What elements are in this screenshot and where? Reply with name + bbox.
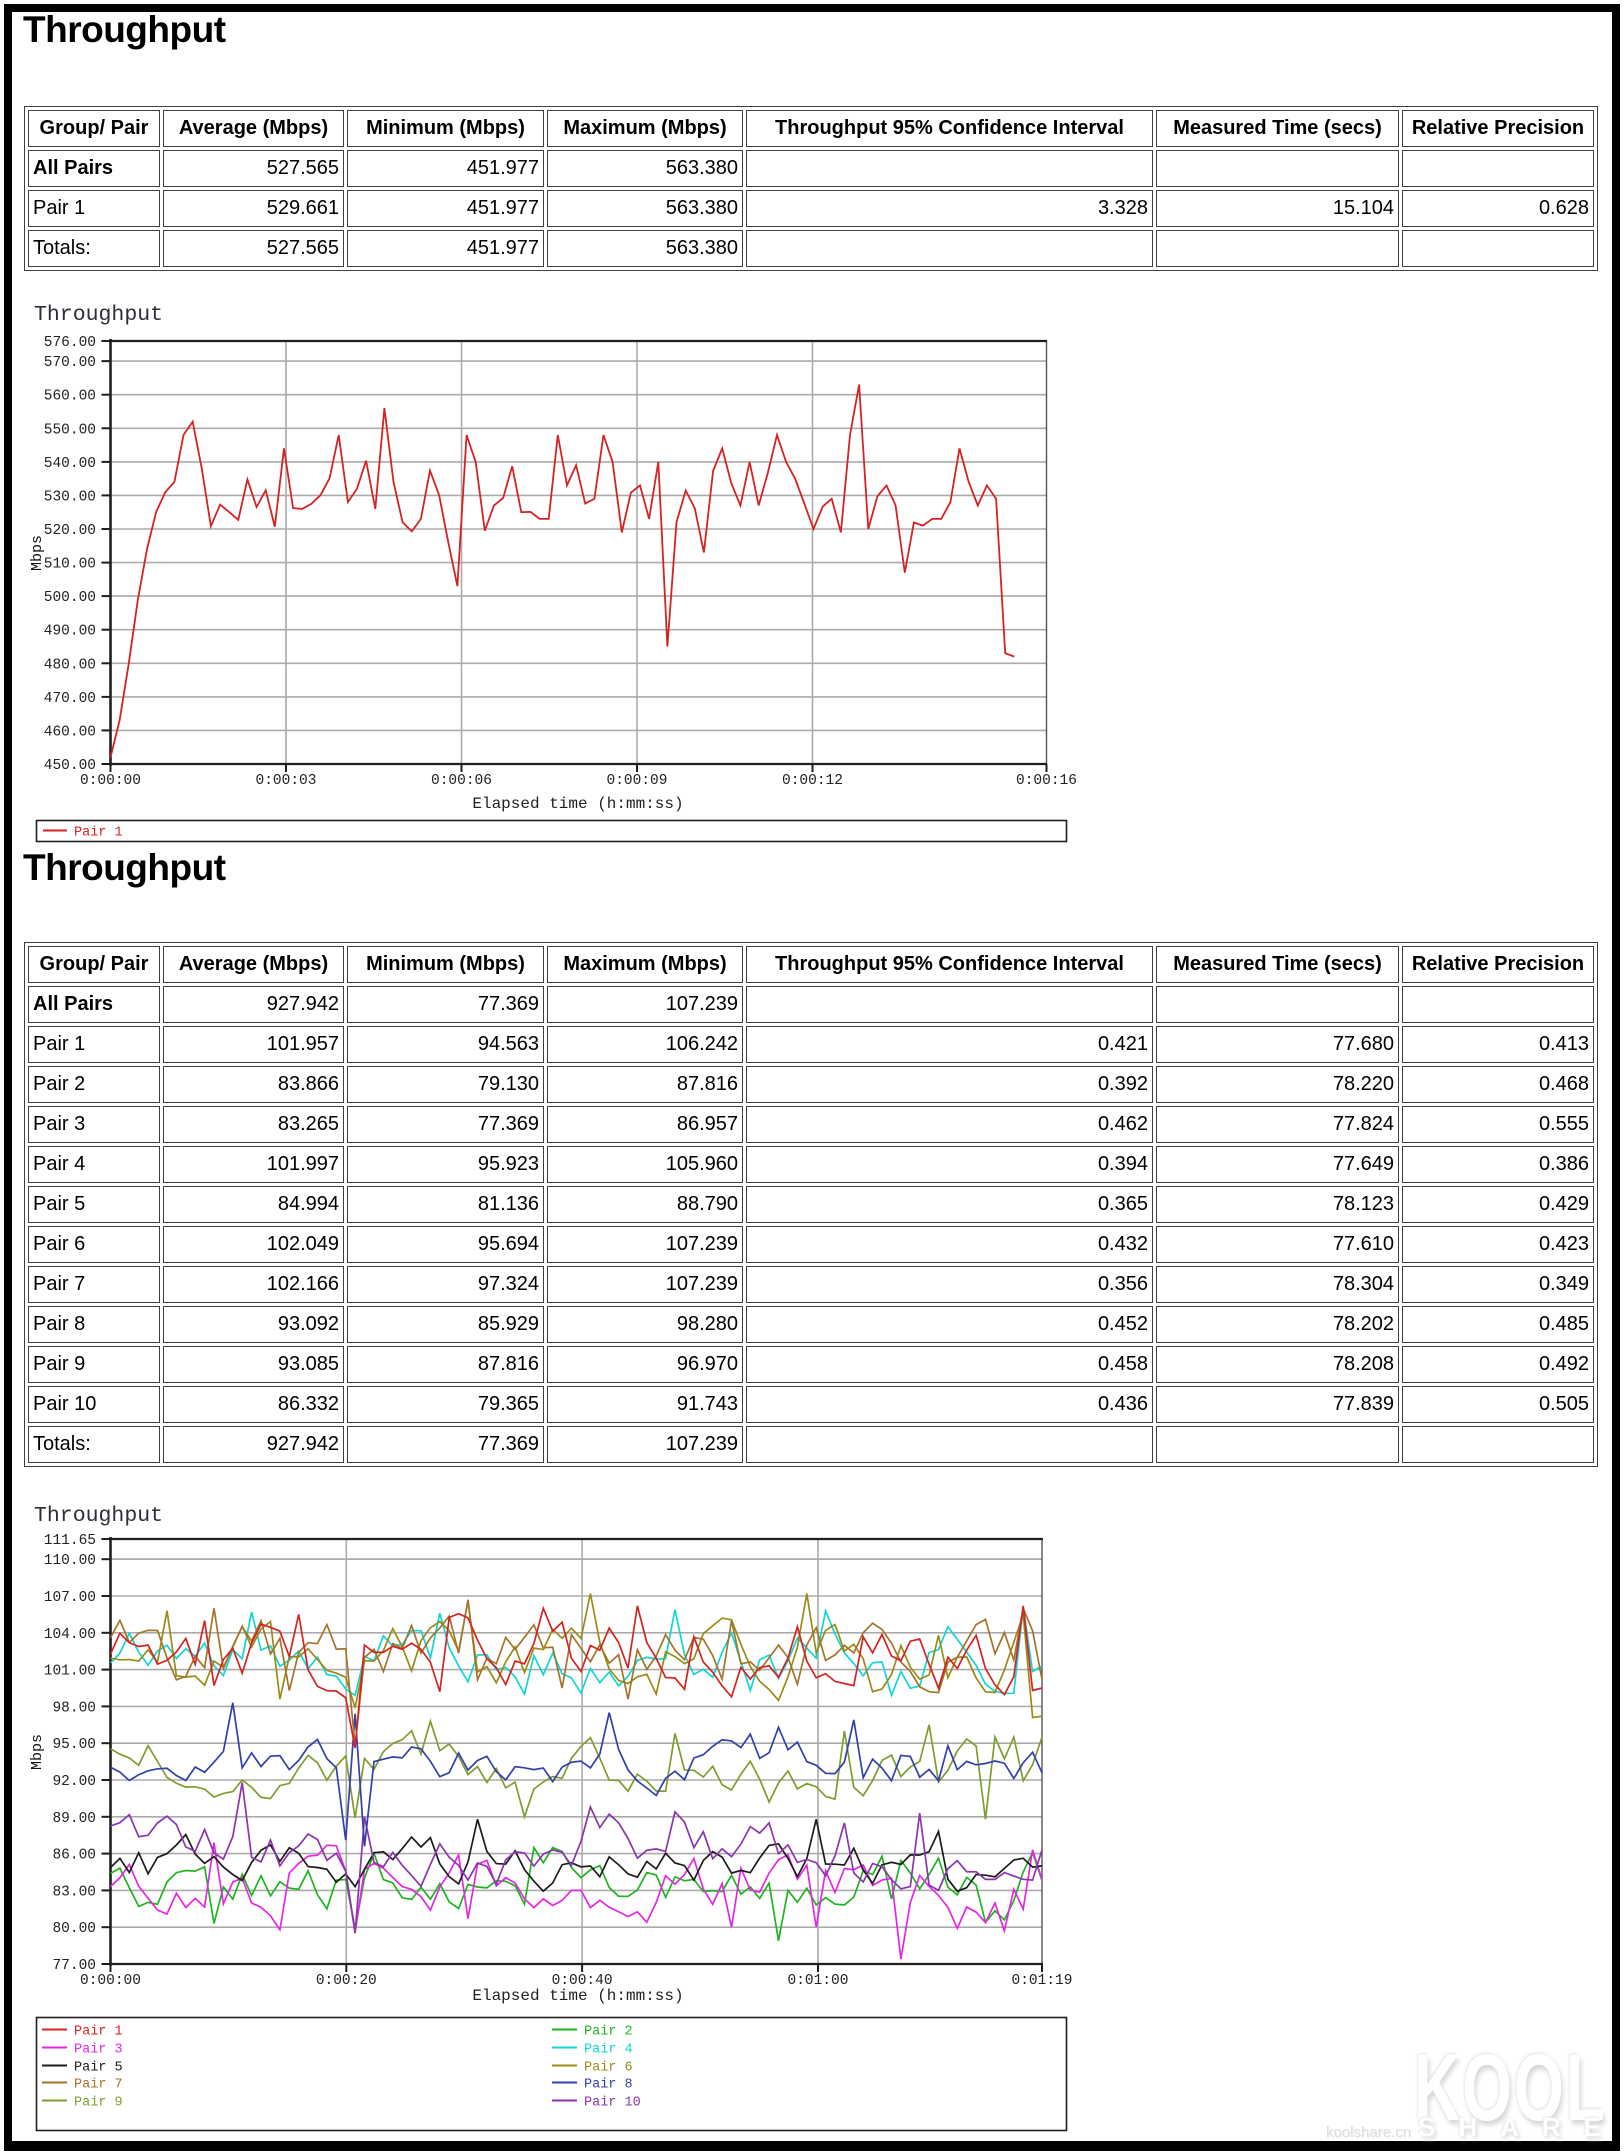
svg-text:89.00: 89.00 [52, 1811, 96, 1827]
svg-text:0:00:00: 0:00:00 [80, 1973, 141, 1989]
svg-text:Pair 1: Pair 1 [74, 826, 123, 841]
svg-text:Pair 10: Pair 10 [584, 2096, 641, 2111]
svg-text:Pair 6: Pair 6 [584, 2061, 633, 2076]
svg-text:Pair 5: Pair 5 [74, 2061, 123, 2076]
svg-text:Throughput: Throughput [34, 1504, 163, 1528]
svg-text:Pair 8: Pair 8 [584, 2078, 633, 2093]
svg-text:0:00:06: 0:00:06 [431, 773, 492, 789]
svg-text:Throughput: Throughput [34, 303, 163, 327]
svg-text:0:00:40: 0:00:40 [552, 1973, 613, 1989]
svg-text:Pair 4: Pair 4 [584, 2043, 633, 2058]
svg-text:0:00:12: 0:00:12 [782, 773, 843, 789]
svg-text:Pair 7: Pair 7 [74, 2078, 123, 2093]
svg-text:Pair 2: Pair 2 [584, 2025, 633, 2040]
svg-text:Pair 1: Pair 1 [74, 2025, 123, 2040]
svg-text:0:00:20: 0:00:20 [316, 1973, 377, 1989]
svg-text:520.00: 520.00 [44, 523, 96, 539]
svg-text:80.00: 80.00 [52, 1921, 96, 1937]
svg-text:Pair 9: Pair 9 [74, 2096, 123, 2111]
svg-text:95.00: 95.00 [52, 1737, 96, 1753]
svg-text:0:01:00: 0:01:00 [788, 1973, 849, 1989]
svg-text:101.00: 101.00 [44, 1664, 96, 1680]
svg-text:450.00: 450.00 [44, 758, 96, 774]
svg-text:111.65: 111.65 [44, 1533, 96, 1549]
svg-text:Elapsed time (h:mm:ss): Elapsed time (h:mm:ss) [472, 795, 683, 813]
svg-text:Elapsed time (h:mm:ss): Elapsed time (h:mm:ss) [472, 1987, 683, 2005]
svg-text:530.00: 530.00 [44, 489, 96, 505]
svg-text:98.00: 98.00 [52, 1700, 96, 1716]
svg-text:Pair 3: Pair 3 [74, 2043, 123, 2058]
svg-text:83.00: 83.00 [52, 1884, 96, 1900]
svg-text:110.00: 110.00 [44, 1553, 96, 1569]
svg-text:500.00: 500.00 [44, 590, 96, 606]
svg-text:510.00: 510.00 [44, 557, 96, 573]
svg-text:Mbps: Mbps [29, 535, 46, 571]
svg-text:460.00: 460.00 [44, 724, 96, 740]
svg-text:0:00:03: 0:00:03 [256, 773, 317, 789]
svg-text:490.00: 490.00 [44, 624, 96, 640]
svg-text:550.00: 550.00 [44, 422, 96, 438]
svg-text:570.00: 570.00 [44, 355, 96, 371]
svg-text:0:00:09: 0:00:09 [607, 773, 668, 789]
svg-text:107.00: 107.00 [44, 1590, 96, 1606]
svg-text:480.00: 480.00 [44, 657, 96, 673]
svg-text:86.00: 86.00 [52, 1848, 96, 1864]
svg-text:92.00: 92.00 [52, 1774, 96, 1790]
svg-text:Mbps: Mbps [29, 1734, 46, 1770]
svg-text:0:00:16: 0:00:16 [1016, 773, 1077, 789]
svg-text:576.00: 576.00 [44, 335, 96, 351]
svg-text:0:00:00: 0:00:00 [80, 773, 141, 789]
svg-text:470.00: 470.00 [44, 691, 96, 707]
svg-text:104.00: 104.00 [44, 1627, 96, 1643]
svg-text:77.00: 77.00 [52, 1958, 96, 1974]
svg-text:560.00: 560.00 [44, 389, 96, 405]
svg-text:540.00: 540.00 [44, 456, 96, 472]
svg-text:0:01:19: 0:01:19 [1012, 1973, 1073, 1989]
